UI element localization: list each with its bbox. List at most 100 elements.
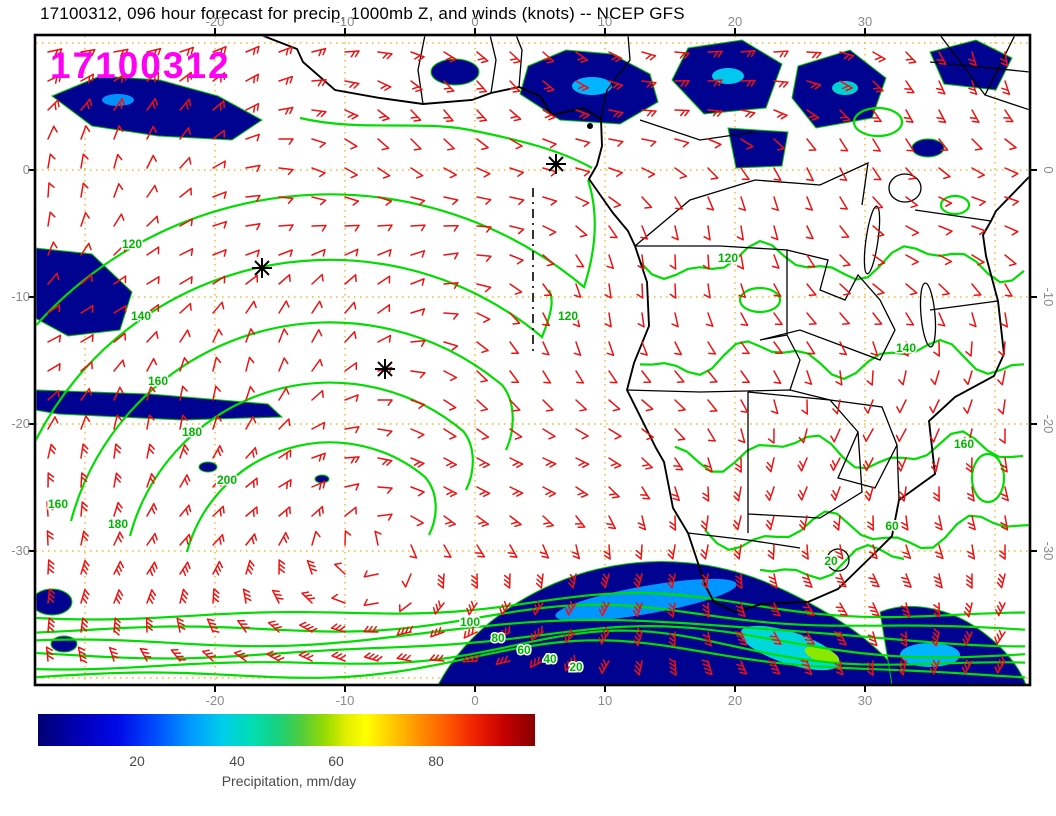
colorbar-gradient (38, 714, 535, 746)
height-contour (704, 510, 1029, 551)
wind-barb (47, 48, 63, 57)
map-frame (33, 33, 1032, 687)
wind-barb (179, 329, 191, 343)
wind-barb (245, 446, 258, 459)
contour-label: 100 (460, 615, 480, 629)
lat-tick-label-right: -30 (1041, 542, 1056, 561)
wind-barb (311, 421, 326, 430)
wind-barb (606, 515, 617, 530)
wind-barb (732, 515, 742, 531)
wind-barb (898, 656, 907, 676)
wind-barb (641, 457, 654, 470)
wind-barb (971, 138, 983, 151)
wind-barb (443, 138, 455, 151)
wind-barb (674, 196, 684, 210)
wind-barb (377, 486, 393, 494)
wind-barb (113, 501, 123, 517)
wind-barb (608, 196, 622, 208)
wind-barb (344, 50, 360, 58)
wind-barb (603, 544, 611, 560)
wind-barb (606, 341, 615, 357)
wind-barb (377, 138, 390, 151)
wind-barb (146, 97, 158, 111)
wind-barb (212, 191, 227, 199)
wind-barb (410, 515, 424, 527)
lat-tick-label-right: -10 (1041, 288, 1056, 307)
wind-barb (542, 457, 557, 468)
axis-tick-marks (28, 28, 1037, 692)
wind-barb (509, 399, 521, 412)
wind-barb (933, 341, 941, 357)
wind-barb (608, 51, 623, 62)
wind-barb (564, 628, 577, 643)
wind-barb (245, 477, 258, 489)
wind-barb (47, 74, 62, 84)
lon-tick-label-bottom: 20 (728, 693, 742, 708)
wind-barb (707, 167, 719, 180)
wind-barb (740, 79, 756, 87)
wind-barb (575, 225, 588, 238)
wind-barb (867, 515, 875, 531)
wind-barb (146, 246, 160, 256)
wind-barb (839, 167, 848, 182)
height-contour (852, 106, 904, 138)
wind-barb (674, 167, 688, 179)
wind-barb (47, 125, 58, 140)
wind-barb (334, 562, 346, 575)
wind-barb (377, 428, 393, 437)
wind-barb (344, 456, 360, 464)
wind-barb (608, 109, 624, 118)
wind-barb (509, 283, 523, 295)
wind-barb (797, 457, 808, 472)
wind-barb (806, 312, 817, 325)
wind-barb (331, 593, 346, 604)
wind-barb (872, 51, 886, 63)
wind-barb (901, 341, 909, 357)
extremum-marker (252, 258, 272, 278)
country-border (687, 532, 801, 549)
wind-barb (769, 602, 781, 617)
wind-barb (245, 249, 260, 258)
wind-barb (963, 602, 973, 618)
contour-label: 60 (517, 643, 531, 657)
wind-barb (1001, 80, 1011, 96)
wind-barb (640, 486, 651, 500)
wind-barb (801, 544, 809, 560)
contour-labels-layer: 120 140 160 180 200 160 180 120 100 80 60 40 20 120 14… (46, 236, 975, 676)
wind-barb (707, 428, 716, 442)
wind-barb (410, 457, 425, 468)
wind-barb (212, 385, 221, 401)
contour-label: 160 (954, 437, 974, 451)
wind-barb (179, 414, 188, 430)
wind-barb (80, 125, 91, 140)
wind-barb (278, 506, 291, 517)
wind-barb (674, 428, 686, 441)
precip-area (36, 389, 284, 421)
wind-barb (905, 283, 918, 296)
wind-barb (311, 358, 323, 372)
wind-barb (170, 649, 187, 662)
wind-barb (113, 414, 123, 430)
wind-barb (575, 109, 590, 120)
wind-barb (839, 51, 855, 61)
wind-barb (669, 254, 677, 270)
wind-barb (771, 254, 780, 269)
contour-label: 120 (558, 309, 578, 323)
wind-barb (872, 283, 885, 296)
height-contour (674, 430, 1024, 473)
wind-barb (905, 167, 917, 180)
wind-barb (805, 225, 814, 240)
wind-barb (410, 167, 424, 179)
height-contour (36, 258, 553, 442)
wind-barb (700, 515, 709, 531)
wind-barb (637, 312, 645, 328)
wind-barb (80, 211, 90, 227)
wind-barb (637, 254, 645, 270)
height-contour (36, 639, 1026, 679)
wind-barb (245, 164, 261, 173)
wind-barb (542, 51, 555, 64)
wind-barb (113, 531, 124, 546)
wind-barb (600, 573, 610, 589)
wind-barb (509, 312, 521, 325)
precip-area (900, 643, 960, 667)
